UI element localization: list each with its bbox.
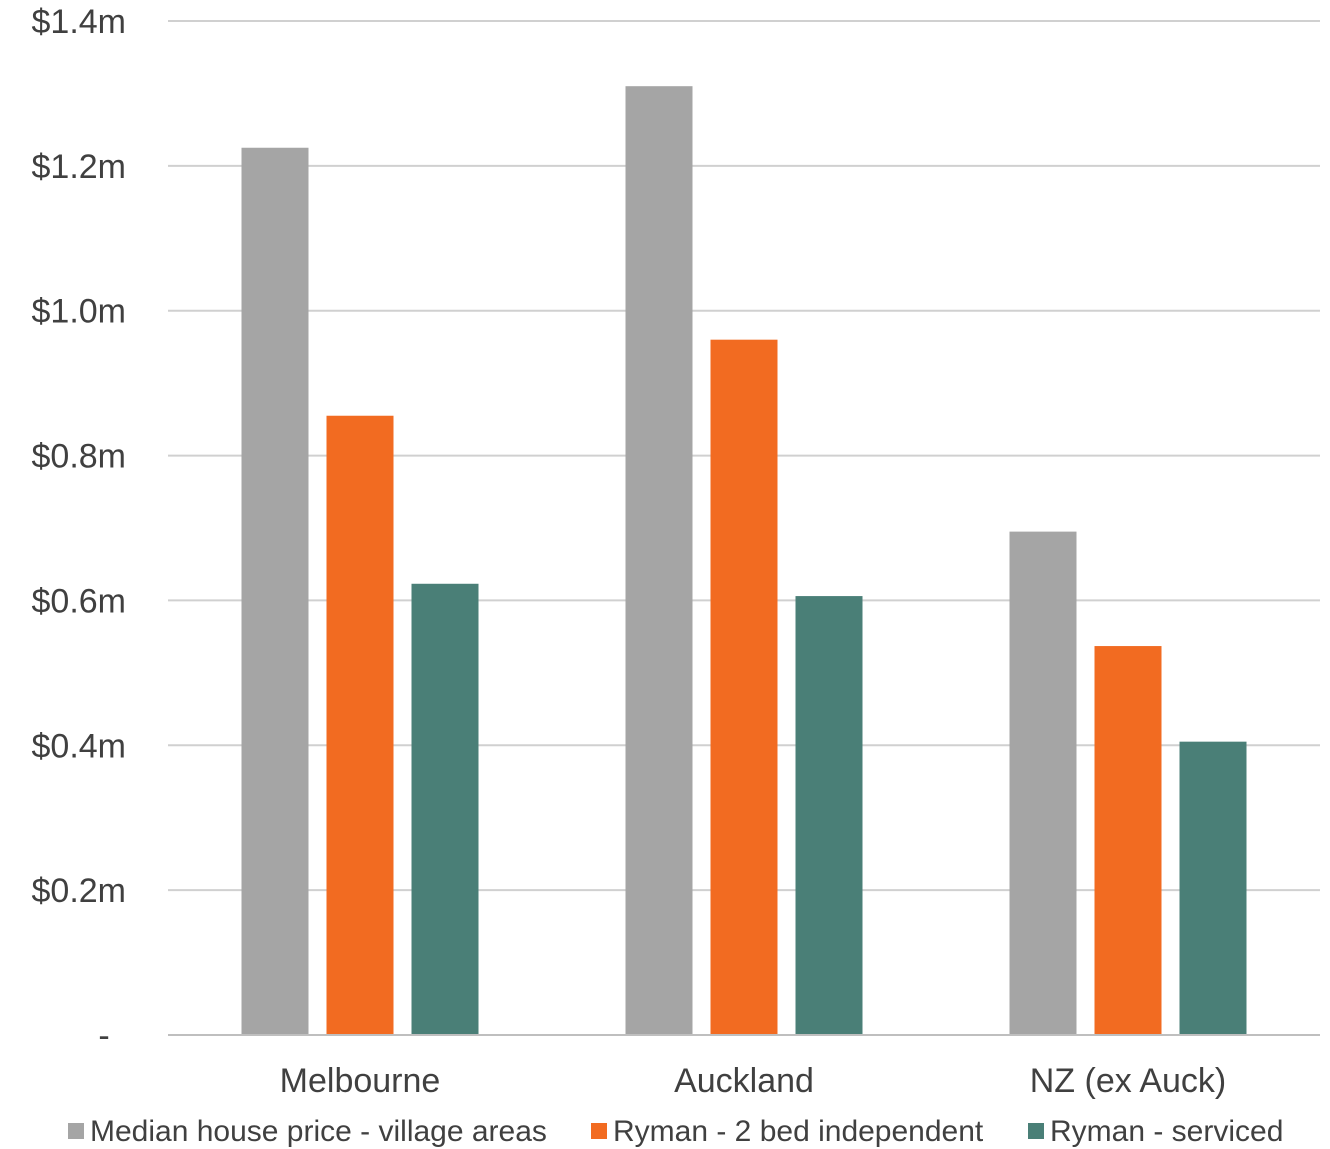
x-axis-category-labels: Melbourne Auckland NZ (ex Auck) [280, 1062, 1227, 1100]
bar-1-3 [1009, 531, 1077, 1035]
y-tick-label: $0.8m [32, 438, 127, 476]
bar-2-1 [326, 415, 394, 1035]
x-category-label: Auckland [674, 1062, 814, 1100]
bar-1-2 [625, 86, 693, 1035]
bar-3-1 [411, 583, 479, 1035]
legend: Median house price - village areas Ryman … [68, 1115, 1283, 1148]
legend-swatch [68, 1123, 84, 1139]
legend-label: Ryman - serviced [1050, 1115, 1283, 1148]
bar-2-3 [1094, 646, 1162, 1035]
y-tick-label: $1.0m [32, 293, 127, 331]
bars [241, 86, 1247, 1036]
bar-3-2 [795, 596, 863, 1035]
bar-1-1 [241, 147, 309, 1035]
x-category-label: NZ (ex Auck) [1030, 1062, 1226, 1100]
y-tick-label: $0.6m [32, 582, 127, 620]
bar-3-3 [1179, 741, 1247, 1035]
legend-swatch [1028, 1123, 1044, 1139]
legend-swatch [591, 1123, 607, 1139]
y-tick-label: $1.2m [32, 148, 127, 186]
y-tick-label: $0.2m [32, 872, 127, 910]
x-category-label: Melbourne [280, 1062, 441, 1100]
y-axis-tick-labels: - $0.2m $0.4m $0.6m $0.8m $1.0m $1.2m $1.4m [32, 3, 127, 1055]
y-tick-label: $0.4m [32, 727, 127, 765]
bar-2-2 [710, 339, 778, 1036]
y-tick-label: - [98, 1017, 109, 1055]
y-tick-label: $1.4m [32, 3, 127, 41]
legend-label: Median house price - village areas [90, 1115, 547, 1148]
legend-label: Ryman - 2 bed independent [613, 1115, 984, 1148]
